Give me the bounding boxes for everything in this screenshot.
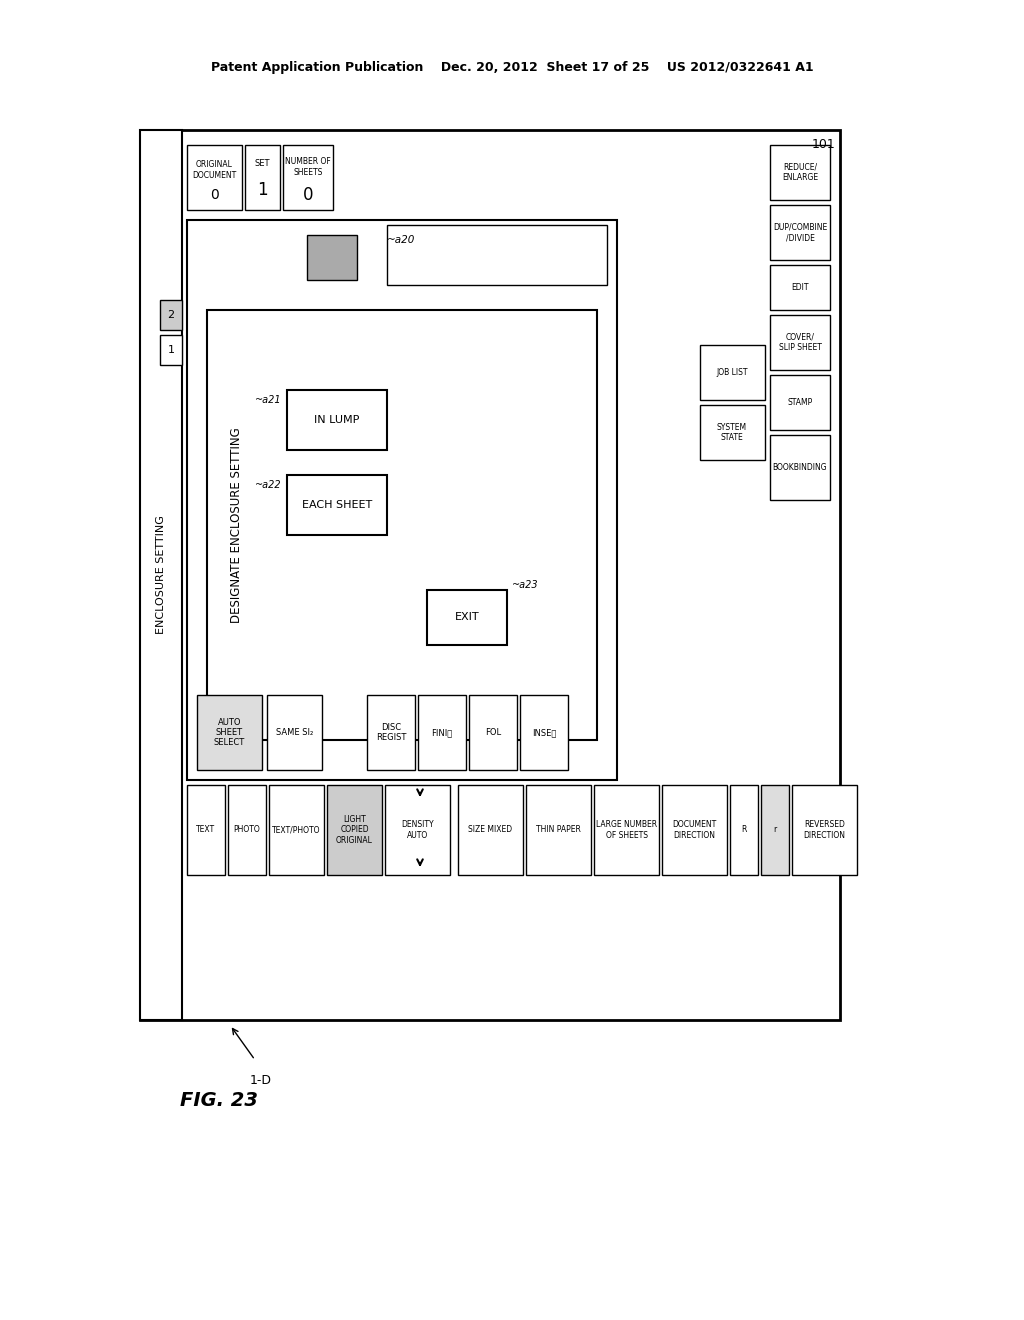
Bar bbox=[307, 235, 357, 280]
Text: DOCUMENT
DIRECTION: DOCUMENT DIRECTION bbox=[673, 820, 717, 840]
Bar bbox=[662, 785, 727, 875]
Text: DISC
REGIST: DISC REGIST bbox=[376, 723, 407, 742]
Text: DESIGNATE ENCLOSURE SETTING: DESIGNATE ENCLOSURE SETTING bbox=[230, 428, 244, 623]
Text: ~a20: ~a20 bbox=[387, 235, 416, 246]
Text: THIN PAPER: THIN PAPER bbox=[536, 825, 581, 834]
Bar bbox=[700, 405, 765, 459]
Text: 101: 101 bbox=[811, 139, 835, 152]
Text: INSE: INSE bbox=[531, 729, 556, 737]
Bar bbox=[427, 590, 507, 645]
Bar bbox=[187, 145, 242, 210]
Text: Patent Application Publication    Dec. 20, 2012  Sheet 17 of 25    US 2012/03226: Patent Application Publication Dec. 20, … bbox=[211, 62, 813, 74]
Text: 1: 1 bbox=[168, 345, 174, 355]
Text: ~a21: ~a21 bbox=[255, 395, 282, 405]
Bar bbox=[160, 300, 182, 330]
Text: EXIT: EXIT bbox=[455, 612, 479, 623]
Bar bbox=[594, 785, 659, 875]
Bar bbox=[267, 696, 322, 770]
Text: STAMP: STAMP bbox=[787, 399, 813, 407]
Bar bbox=[140, 129, 182, 1020]
Bar bbox=[269, 785, 324, 875]
Text: FIG. 23: FIG. 23 bbox=[180, 1090, 258, 1110]
Text: SAME SI₂: SAME SI₂ bbox=[275, 729, 313, 737]
Bar bbox=[385, 785, 450, 875]
Bar bbox=[770, 375, 830, 430]
Text: PHOTO: PHOTO bbox=[233, 825, 260, 834]
Bar bbox=[458, 785, 523, 875]
Text: ~a22: ~a22 bbox=[255, 480, 282, 490]
Bar bbox=[187, 220, 617, 780]
Text: ~a23: ~a23 bbox=[512, 579, 539, 590]
Text: ENCLOSURE SETTING: ENCLOSURE SETTING bbox=[156, 516, 166, 635]
Text: AUTO
SHEET
SELECT: AUTO SHEET SELECT bbox=[214, 718, 245, 747]
Bar bbox=[245, 145, 280, 210]
Text: 0: 0 bbox=[303, 186, 313, 205]
Bar bbox=[387, 224, 607, 285]
Text: IN LUMP: IN LUMP bbox=[314, 414, 359, 425]
Bar bbox=[283, 145, 333, 210]
Bar bbox=[770, 145, 830, 201]
Text: 2: 2 bbox=[168, 310, 174, 319]
Text: LIGHT
COPIED
ORIGINAL: LIGHT COPIED ORIGINAL bbox=[336, 814, 373, 845]
Bar bbox=[770, 205, 830, 260]
Text: 1: 1 bbox=[257, 181, 268, 199]
Text: SIZE MIXED: SIZE MIXED bbox=[468, 825, 513, 834]
Bar bbox=[761, 785, 790, 875]
Text: FINI: FINI bbox=[431, 729, 453, 737]
Text: ORIGINAL
DOCUMENT: ORIGINAL DOCUMENT bbox=[193, 160, 237, 180]
Text: R: R bbox=[741, 825, 746, 834]
Bar bbox=[526, 785, 591, 875]
Bar bbox=[197, 696, 262, 770]
Bar bbox=[140, 129, 840, 1020]
Text: REVERSED
DIRECTION: REVERSED DIRECTION bbox=[804, 820, 846, 840]
Bar bbox=[469, 696, 517, 770]
Text: FOL: FOL bbox=[485, 729, 501, 737]
Text: BOOKBINDING: BOOKBINDING bbox=[773, 463, 827, 473]
Bar bbox=[327, 785, 382, 875]
Text: DENSITY
AUTO: DENSITY AUTO bbox=[401, 820, 434, 840]
Bar bbox=[770, 436, 830, 500]
Bar bbox=[228, 785, 266, 875]
Text: EACH SHEET: EACH SHEET bbox=[302, 500, 372, 510]
Bar bbox=[287, 389, 387, 450]
Bar bbox=[367, 696, 415, 770]
Text: DUP/COMBINE
/DIVIDE: DUP/COMBINE /DIVIDE bbox=[773, 223, 827, 242]
Text: 1-D: 1-D bbox=[250, 1073, 272, 1086]
Text: r: r bbox=[773, 825, 776, 834]
Text: COVER/
SLIP SHEET: COVER/ SLIP SHEET bbox=[778, 333, 821, 352]
Text: JOB LIST: JOB LIST bbox=[716, 368, 748, 378]
Bar bbox=[730, 785, 758, 875]
Text: SYSTEM
STATE: SYSTEM STATE bbox=[717, 422, 748, 442]
Bar bbox=[792, 785, 857, 875]
Bar bbox=[770, 265, 830, 310]
Bar bbox=[207, 310, 597, 741]
Text: REDUCE/
ENLARGE: REDUCE/ ENLARGE bbox=[782, 162, 818, 182]
Text: TEXT: TEXT bbox=[197, 825, 216, 834]
Text: NUMBER OF
SHEETS: NUMBER OF SHEETS bbox=[285, 157, 331, 177]
Bar bbox=[287, 475, 387, 535]
Text: SET: SET bbox=[255, 158, 270, 168]
Bar bbox=[160, 335, 182, 366]
Text: 0: 0 bbox=[210, 187, 219, 202]
Text: LARGE NUMBER
OF SHEETS: LARGE NUMBER OF SHEETS bbox=[596, 820, 657, 840]
Bar bbox=[770, 315, 830, 370]
Bar bbox=[187, 785, 225, 875]
Bar bbox=[520, 696, 568, 770]
Text: EDIT: EDIT bbox=[792, 282, 809, 292]
Bar bbox=[418, 696, 466, 770]
Bar bbox=[700, 345, 765, 400]
Text: TEXT/PHOTO: TEXT/PHOTO bbox=[272, 825, 321, 834]
